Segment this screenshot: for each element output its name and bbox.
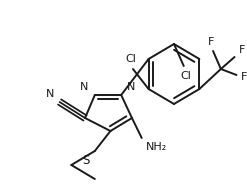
Text: S: S	[82, 154, 90, 167]
Text: F: F	[208, 37, 214, 47]
Text: Cl: Cl	[125, 54, 136, 64]
Text: N: N	[45, 89, 54, 99]
Text: NH₂: NH₂	[146, 142, 167, 152]
Text: N: N	[127, 82, 135, 92]
Text: Cl: Cl	[180, 71, 191, 81]
Text: N: N	[80, 82, 88, 92]
Text: F: F	[240, 72, 247, 82]
Text: F: F	[238, 45, 245, 55]
